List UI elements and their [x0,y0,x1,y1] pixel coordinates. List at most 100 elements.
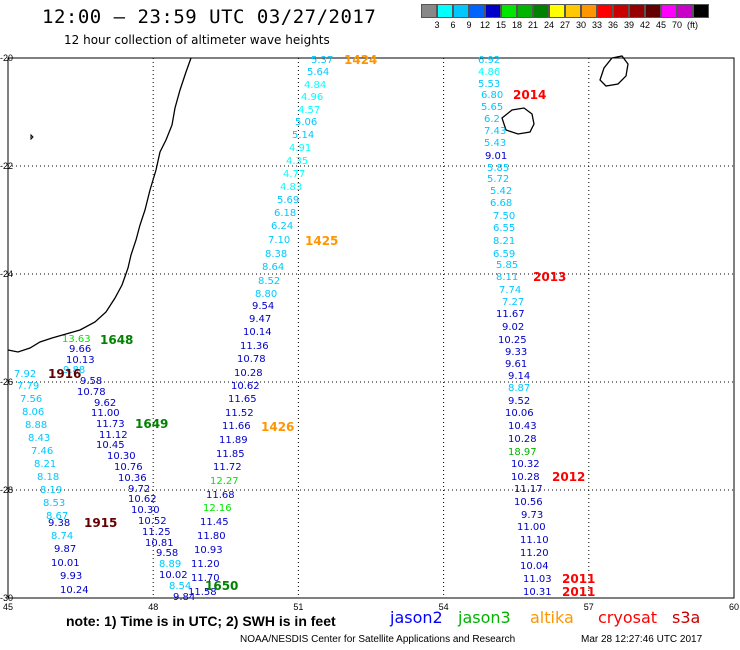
wave-height-label: 9.58 [80,376,102,387]
wave-height-label: 10.28 [508,434,537,445]
pass-time-label: 2011 [562,572,595,586]
wave-height-label: 5.69 [277,195,299,206]
wave-height-label: 8.43 [28,433,50,444]
legend-tick-label: 36 [607,20,618,30]
wave-height-label: 5.42 [490,186,512,197]
wave-height-label: 8.19 [40,485,62,496]
wave-height-label: 11.67 [496,309,525,320]
legend-tick-label: 24 [543,20,554,30]
wave-height-label: 7.27 [502,297,524,308]
wave-height-label: 8.64 [262,262,284,273]
legend-tick-label: 15 [495,20,506,30]
wave-height-label: 9.14 [508,371,530,382]
wave-height-label: 11.36 [240,341,269,352]
legend-swatch [629,4,645,18]
legend-swatch [677,4,693,18]
legend-tick-label: 42 [639,20,650,30]
pass-time-label: 2012 [552,470,585,484]
wave-height-label: 5.64 [307,67,329,78]
lon-tick-label: 54 [439,602,449,612]
wave-height-label: 10.52 [138,516,167,527]
wave-height-label: 11.80 [197,531,226,542]
wave-height-label: 4.77 [283,169,305,180]
madagascar-coastline [7,57,192,353]
wave-height-label: 11.58 [188,587,217,598]
lon-tick-label: 57 [584,602,594,612]
wave-height-label: 9.84 [173,592,195,603]
wave-height-label: 9.33 [505,347,527,358]
wave-height-label: 9.02 [502,322,524,333]
wave-height-label: 6.18 [274,208,296,219]
wave-height-label: 8.53 [43,498,65,509]
legend-tick-label: 33 [591,20,602,30]
legend-swatch [613,4,629,18]
wave-height-label: 11.72 [213,462,242,473]
pass-time-label: 1425 [305,234,338,248]
wave-height-label: 5.65 [481,102,503,113]
lat-tick-label: -24 [0,269,13,279]
legend-swatch [453,4,469,18]
map-frame [7,57,735,599]
wave-height-label: 11.20 [191,559,220,570]
wave-height-label: 7.92 [14,369,36,380]
wave-height-label: 10.43 [508,421,537,432]
wave-height-label: 9.93 [60,571,82,582]
wave-height-label: 9.73 [521,510,543,521]
wave-height-label: 9.38 [48,518,70,529]
wave-height-label: 8.74 [51,531,73,542]
credit-line: NOAA/NESDIS Center for Satellite Applica… [240,634,516,645]
wave-height-label: 10.36 [118,473,147,484]
pass-time-label: 1650 [205,579,238,593]
wave-height-label: 10.56 [514,497,543,508]
footnote: note: 1) Time is in UTC; 2) SWH is in fe… [66,613,336,629]
wave-height-label: 12.27 [210,476,239,487]
wave-height-label: 4.83 [280,182,302,193]
legend-tick-label: 27 [559,20,570,30]
wave-height-label: 11.52 [225,408,254,419]
wave-height-label: 4.86 [478,67,500,78]
wave-height-label: 11.12 [99,430,128,441]
wave-height-label: 9.62 [94,398,116,409]
wave-height-label: 10.78 [77,387,106,398]
wave-height-label: 8.18 [37,472,59,483]
wave-height-label: 10.62 [128,494,157,505]
wave-height-label: 4.96 [301,92,323,103]
wave-height-label: 8.06 [22,407,44,418]
wave-height-label: 9.54 [252,301,274,312]
wave-height-label: 5.43 [484,138,506,149]
legend-tick-label: 3 [434,20,440,30]
wave-height-label: 10.30 [107,451,136,462]
legend-swatch [533,4,549,18]
wave-height-label: 6.2 [484,114,500,125]
wave-height-label: 10.78 [237,354,266,365]
pass-time-label: 2014 [513,88,546,102]
wave-height-label: 9.88 [63,365,85,376]
wave-height-label: 11.25 [142,527,171,538]
satellite-jason3: jason3 [458,608,511,627]
satellite-s3a: s3a [672,608,701,627]
wave-height-label: 11.70 [191,573,220,584]
wave-height-label: 4.57 [298,105,320,116]
wave-height-label: 11.66 [222,421,251,432]
wave-height-label: 11.17 [514,484,543,495]
wave-height-label: 11.85 [216,449,245,460]
wave-height-label: 12.16 [203,503,232,514]
wave-height-label: 9.61 [505,359,527,370]
wave-height-label: 6.55 [493,223,515,234]
small-island [30,133,34,141]
wave-height-label: 11.45 [200,517,229,528]
wave-height-label: 10.32 [511,459,540,470]
wave-height-label: 11.68 [206,490,235,501]
wave-height-label: 10.14 [243,327,272,338]
lat-tick-label: -26 [0,377,13,387]
legend-tick-label: 21 [527,20,538,30]
legend-swatch [437,4,453,18]
wave-height-label: 8.88 [25,420,47,431]
wave-height-label: 6.24 [271,221,293,232]
wave-height-label: 13.63 [62,334,91,345]
wave-height-label: 10.13 [66,355,95,366]
pass-time-label: 2013 [533,270,566,284]
legend-swatch [469,4,485,18]
wave-height-label: 8.11 [496,272,518,283]
